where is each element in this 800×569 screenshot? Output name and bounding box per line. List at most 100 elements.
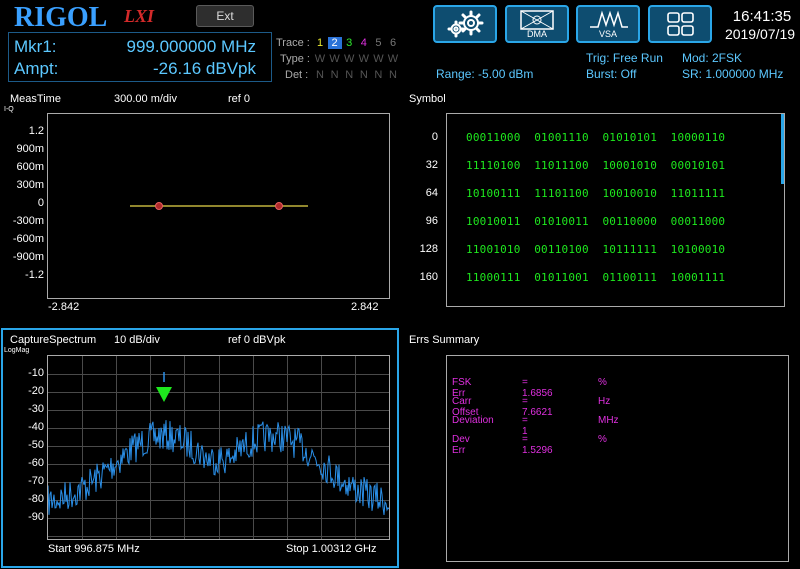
marker-readout (8, 32, 272, 82)
meastime-y-tick: -600m (12, 233, 44, 245)
capture-y-tick: -60 (28, 457, 44, 469)
marker-frequency: 999.000000 MHz (126, 37, 256, 56)
trigger-status: Trig: Free Run (586, 51, 663, 65)
error-value: = 1 (522, 415, 528, 437)
symbol-row-bits: 00011000 01001110 01010101 10000110 (466, 131, 726, 144)
modulation-status: Mod: 2FSK (682, 51, 743, 65)
meastime-y-tick: 0 (37, 197, 44, 209)
vsa-label: VSA (598, 29, 617, 39)
layout-button[interactable] (648, 5, 712, 43)
marker-triangle-icon[interactable] (156, 387, 172, 402)
ext-button[interactable]: Ext (196, 5, 254, 27)
meastime-subtitle: I-Q (4, 106, 14, 113)
symbol-table[interactable] (446, 113, 785, 307)
trace-type-5: W (373, 53, 384, 65)
trace-number-4[interactable]: 4 (360, 37, 367, 49)
clock-time: 16:41:35 (732, 8, 792, 25)
capture-y-tick: -30 (28, 403, 44, 415)
meastime-y-tick: -300m (12, 215, 44, 227)
symbol-row-index: 96 (425, 215, 438, 227)
trace-label: Trace : (276, 37, 310, 49)
capture-y-tick: -80 (28, 493, 44, 505)
symbol-row-bits: 11001010 00110100 10111111 10100010 (466, 243, 726, 256)
dma-label: DMA (527, 29, 547, 39)
capture-title: CaptureSpectrum (10, 334, 97, 346)
error-unit: MHz (598, 415, 619, 426)
range-status: Range: -5.00 dBm (436, 67, 534, 81)
capture-y-tick: -50 (28, 439, 44, 451)
trace-type-4: W (358, 53, 369, 65)
dma-icon (520, 10, 554, 30)
dma-button[interactable]: DMA (505, 5, 569, 43)
trace-det-1: N (316, 69, 324, 81)
meastime-y-tick: -1.2 (25, 269, 44, 281)
settings-button[interactable] (433, 5, 497, 43)
error-unit: Hz (598, 396, 611, 407)
trace-number-6[interactable]: 6 (389, 37, 397, 49)
meastime-y-tick: -900m (12, 251, 44, 263)
symbol-scrollbar[interactable] (781, 114, 784, 184)
symbol-row-bits: 10100111 11101100 10010010 11011111 (466, 187, 726, 200)
capture-spectrum-panel[interactable] (1, 328, 399, 568)
trace-number-5[interactable]: 5 (375, 37, 382, 49)
capture-subtitle: LogMag (4, 347, 30, 354)
symbol-row-index: 128 (419, 243, 438, 255)
capture-scale: 10 dB/div (114, 334, 160, 346)
trace-type-3: W (343, 53, 355, 65)
capture-stop: Stop 1.00312 GHz (286, 543, 377, 555)
trace-number-3[interactable]: 3 (346, 37, 353, 49)
meastime-x-max: 2.842 (351, 301, 379, 313)
waveform-icon (590, 10, 628, 28)
spectrum-grid (48, 356, 389, 539)
marker-label: Mkr1: (14, 37, 57, 56)
meastime-y-tick: 900m (16, 143, 44, 155)
symbol-title: Symbol (409, 93, 446, 105)
type-label: Type : (280, 53, 310, 65)
meastime-plot[interactable] (47, 113, 390, 299)
error-label: FSK Err (452, 377, 472, 399)
symbol-row-index: 0 (431, 131, 438, 143)
meastime-title: MeasTime (10, 93, 61, 105)
trace-det-2: N (330, 69, 339, 81)
trace-number-1[interactable]: 1 (316, 37, 324, 49)
capture-y-tick: -90 (28, 511, 44, 523)
errors-summary-box (446, 355, 789, 562)
det-label: Det : (285, 69, 309, 81)
trace-type-1: W (314, 53, 326, 65)
error-unit: % (598, 377, 607, 388)
capture-y-tick: -70 (28, 475, 44, 487)
error-label: Dev Err (452, 434, 470, 456)
vsa-button[interactable]: VSA (576, 5, 640, 43)
symbol-row-index: 32 (425, 159, 438, 171)
symbol-row-bits: 11000111 01011001 01100111 10001111 (466, 271, 726, 284)
meastime-y-tick: 1.2 (28, 125, 44, 137)
errors-title: Errs Summary (409, 334, 480, 346)
error-label: Carr Offset (452, 396, 479, 418)
meastime-y-tick: 600m (16, 161, 44, 173)
trace-det-6: N (389, 69, 397, 81)
trace-number-2[interactable]: 2 (327, 37, 342, 49)
trace-type-2: W (329, 53, 340, 65)
meastime-y-tick: 300m (16, 179, 44, 191)
meastime-ref: ref 0 (228, 93, 251, 105)
capture-start: Start 996.875 MHz (48, 543, 140, 555)
capture-y-tick: -40 (28, 421, 44, 433)
capture-ref: ref 0 dBVpk (228, 334, 286, 346)
rigol-logo: RIGOL (14, 2, 108, 33)
trace-det-5: N (374, 69, 383, 81)
capture-y-tick: -10 (28, 367, 44, 379)
symbol-row-bits: 10010011 01010011 00110000 00011000 (466, 215, 726, 228)
gears-icon (447, 10, 484, 38)
symbol-row-index: 160 (419, 271, 438, 283)
lxi-logo: LXI (124, 6, 155, 26)
burst-status: Burst: Off (586, 67, 637, 81)
iq-point (155, 202, 163, 210)
clock-date: 2019/07/19 (724, 26, 796, 42)
capture-plot[interactable] (47, 355, 390, 540)
amplitude-value: -26.16 dBVpk (152, 59, 256, 78)
grid-layout-icon (667, 12, 694, 36)
amplitude-label: Ampt: (14, 59, 59, 78)
error-value: = 1.6856 (522, 377, 553, 399)
meastime-scale: 300.00 m/div (114, 93, 177, 105)
symbol-rate-status: SR: 1.000000 MHz (682, 67, 784, 81)
